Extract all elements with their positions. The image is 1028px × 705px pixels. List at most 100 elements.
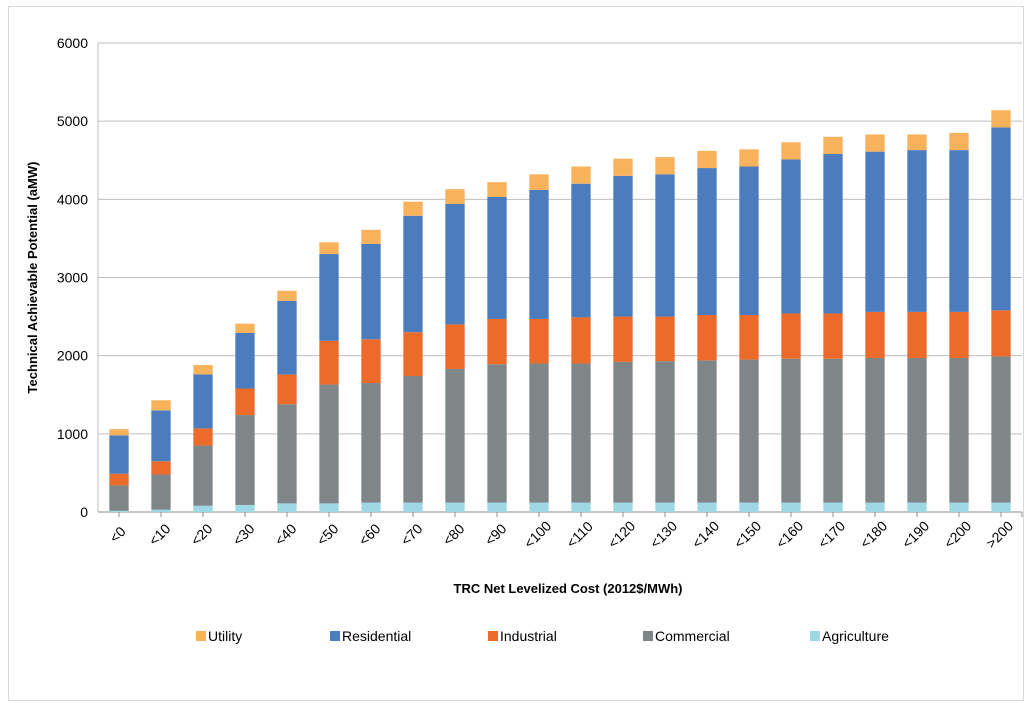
bar-segment-utility bbox=[361, 229, 381, 244]
legend-label: Utility bbox=[208, 628, 242, 644]
bar-segment-agriculture bbox=[277, 503, 297, 512]
y-axis-ticks: 0 1000 2000 3000 4000 5000 6000 bbox=[57, 35, 88, 520]
bar-stack bbox=[739, 149, 759, 512]
bar-segment-industrial bbox=[529, 318, 549, 364]
y-axis-title: Technical Achievable Potential (aMW) bbox=[25, 162, 40, 394]
bar-segment-industrial bbox=[235, 388, 255, 416]
bar-segment-commercial bbox=[235, 415, 255, 505]
bars bbox=[109, 110, 1011, 512]
bar-segment-utility bbox=[403, 201, 423, 216]
x-tick-label: <10 bbox=[145, 520, 173, 548]
y-tick-label: 2000 bbox=[57, 348, 88, 364]
bar-stack bbox=[487, 182, 507, 512]
bar-segment-industrial bbox=[697, 315, 717, 361]
bar-stack bbox=[403, 201, 423, 512]
bar-segment-commercial bbox=[319, 384, 339, 504]
bar-segment-residential bbox=[235, 332, 255, 389]
x-tick-label: <90 bbox=[481, 520, 509, 548]
bar-segment-residential bbox=[529, 189, 549, 319]
bar-segment-agriculture bbox=[823, 502, 843, 512]
bar-segment-industrial bbox=[991, 310, 1011, 357]
bar-segment-commercial bbox=[445, 368, 465, 503]
bar-stack bbox=[697, 150, 717, 512]
bar-segment-utility bbox=[571, 166, 591, 184]
bar-segment-agriculture bbox=[529, 502, 549, 512]
bar-stack bbox=[109, 429, 129, 512]
legend-item: Residential bbox=[330, 628, 411, 644]
bar-stack bbox=[823, 136, 843, 512]
bar-stack bbox=[655, 157, 675, 512]
bar-segment-industrial bbox=[655, 316, 675, 362]
bar-segment-agriculture bbox=[571, 502, 591, 512]
bar-segment-utility bbox=[109, 429, 129, 436]
bar-segment-residential bbox=[697, 168, 717, 316]
bar-segment-utility bbox=[235, 323, 255, 333]
bar-stack bbox=[361, 229, 381, 512]
legend-label: Residential bbox=[342, 628, 411, 644]
bar-stack bbox=[949, 132, 969, 512]
bar-segment-agriculture bbox=[403, 502, 423, 512]
bar-segment-residential bbox=[403, 215, 423, 333]
bar-segment-commercial bbox=[613, 361, 633, 503]
bar-segment-residential bbox=[151, 410, 171, 462]
bar-segment-residential bbox=[571, 183, 591, 318]
bar-segment-industrial bbox=[277, 374, 297, 405]
x-tick-label: <100 bbox=[521, 518, 555, 552]
bar-segment-utility bbox=[529, 174, 549, 190]
x-tick-label: <190 bbox=[899, 518, 933, 552]
x-tick-label: <30 bbox=[229, 520, 257, 548]
bar-segment-industrial bbox=[193, 428, 213, 446]
bar-segment-utility bbox=[487, 182, 507, 197]
x-tick-label: <60 bbox=[355, 520, 383, 548]
bar-segment-industrial bbox=[865, 311, 885, 359]
x-axis-title: TRC Net Levelized Cost (2012$/MWh) bbox=[454, 581, 683, 596]
bar-segment-industrial bbox=[109, 473, 129, 486]
bar-stack bbox=[529, 174, 549, 512]
x-tick-label: <20 bbox=[187, 520, 215, 548]
bar-segment-commercial bbox=[277, 404, 297, 504]
bar-segment-commercial bbox=[823, 358, 843, 503]
bar-segment-commercial bbox=[655, 361, 675, 503]
legend-label: Industrial bbox=[500, 628, 557, 644]
legend-item: Agriculture bbox=[810, 628, 889, 644]
bar-segment-residential bbox=[193, 374, 213, 429]
bar-segment-industrial bbox=[319, 340, 339, 385]
bar-stack bbox=[193, 365, 213, 512]
bar-segment-residential bbox=[739, 166, 759, 316]
bar-segment-agriculture bbox=[109, 510, 129, 512]
bar-segment-agriculture bbox=[487, 502, 507, 512]
bar-segment-agriculture bbox=[697, 502, 717, 512]
bar-stack bbox=[991, 110, 1011, 512]
bar-segment-residential bbox=[445, 204, 465, 325]
bar-segment-commercial bbox=[487, 364, 507, 503]
bar-segment-commercial bbox=[781, 358, 801, 503]
bar-segment-agriculture bbox=[655, 502, 675, 512]
bar-segment-utility bbox=[781, 142, 801, 160]
bar-stack bbox=[613, 158, 633, 512]
x-tick-label: <120 bbox=[605, 518, 639, 552]
bar-segment-utility bbox=[193, 365, 213, 375]
bar-segment-utility bbox=[949, 132, 969, 151]
bar-segment-agriculture bbox=[151, 509, 171, 512]
bar-segment-utility bbox=[907, 134, 927, 151]
bar-segment-commercial bbox=[109, 485, 129, 511]
bar-segment-utility bbox=[319, 242, 339, 255]
x-tick-label: <50 bbox=[313, 520, 341, 548]
bar-segment-industrial bbox=[403, 332, 423, 376]
bar-stack bbox=[907, 134, 927, 512]
bar-segment-commercial bbox=[403, 375, 423, 503]
bar-segment-agriculture bbox=[949, 502, 969, 512]
legend-swatch bbox=[330, 631, 340, 641]
x-tick-label: <160 bbox=[773, 518, 807, 552]
bar-segment-agriculture bbox=[445, 502, 465, 512]
x-tick-label: <110 bbox=[563, 518, 596, 551]
bar-stack bbox=[277, 290, 297, 512]
bar-segment-residential bbox=[655, 174, 675, 317]
x-tick-label: <130 bbox=[647, 518, 681, 552]
y-tick-label: 3000 bbox=[57, 270, 88, 286]
bar-segment-utility bbox=[697, 150, 717, 169]
bar-segment-agriculture bbox=[991, 502, 1011, 512]
bar-segment-industrial bbox=[823, 313, 843, 359]
bar-segment-utility bbox=[151, 400, 171, 411]
